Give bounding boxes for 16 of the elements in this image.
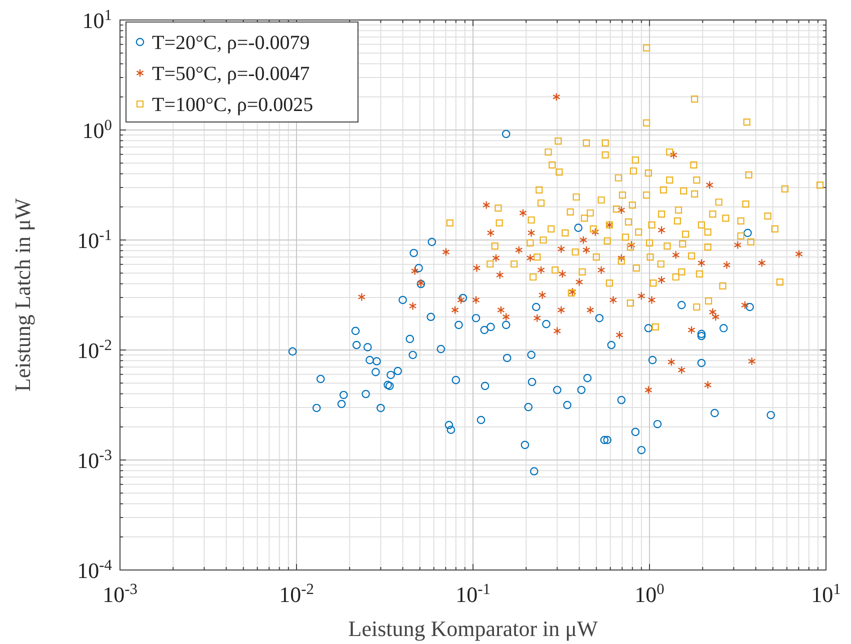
x-tick-label: 10$^{1}$ <box>811 580 841 607</box>
legend-label: T=50°C, ρ=-0.0047 <box>152 63 310 85</box>
y-tick-label: 10$^{-4}$ <box>77 556 112 583</box>
x-tick-label: 10$^{-3}$ <box>102 580 138 607</box>
x-tick-label: 10$^{-2}$ <box>279 580 314 607</box>
legend-label: T=20°C, ρ=-0.0079 <box>152 32 310 54</box>
y-axis-title: Leistung Latch in μW <box>10 198 35 392</box>
y-tick-label: 10$^{-3}$ <box>77 446 112 473</box>
x-axis-title: Leistung Komparator in μW <box>348 616 598 641</box>
y-tick-label: 10$^{1}$ <box>82 6 112 33</box>
y-tick-label: 10$^{-1}$ <box>77 226 112 253</box>
y-tick-label: 10$^{-2}$ <box>77 336 112 363</box>
x-tick-label: 10$^{0}$ <box>634 580 665 607</box>
y-tick-label: 10$^{0}$ <box>82 116 112 143</box>
legend-label: T=100°C, ρ=0.0025 <box>152 94 314 116</box>
x-tick-label: 10$^{-1}$ <box>456 580 490 607</box>
